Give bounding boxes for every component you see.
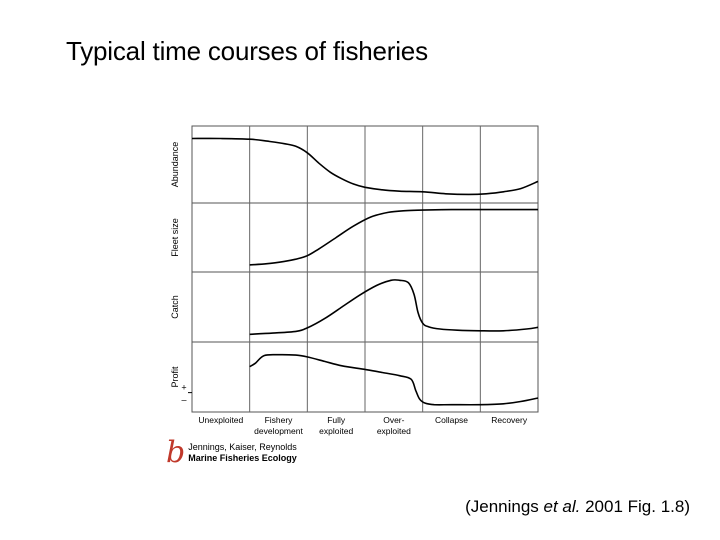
stage-labels: Unexploited FisherydevelopmentFullyexploi… [198,415,527,436]
panel-curves [191,137,539,406]
stage-label: Recovery [491,415,528,425]
credit-authors: Jennings, Kaiser, Reynolds [188,442,297,452]
curve-profit [249,353,539,406]
citation-italic: et al. [543,497,581,516]
panel-label-catch: Catch [170,295,180,319]
stage-label: Fishery [265,415,294,425]
citation: (Jennings et al. 2001 Fig. 1.8) [465,497,690,517]
book-credit: b Jennings, Kaiser, Reynolds Marine Fish… [166,435,297,470]
slide-title: Typical time courses of fisheries [66,36,428,66]
stage-label-line2: development [254,426,303,436]
minus-marker: – [181,395,186,405]
stage-label-line2: exploited [319,426,353,436]
panel-label-abundance: Abundance [170,142,180,188]
panel-labels: Abundance Fleet size Catch Profit+ – [170,142,192,405]
panel-label-fleet-size: Fleet size [170,218,180,257]
credit-letter: b [166,435,186,470]
citation-suffix: 2001 Fig. 1.8) [580,497,690,516]
curve-abundance [191,137,539,196]
stage-label: Fully [327,415,346,425]
stage-label: Over- [383,415,404,425]
panel-label-profit: Profit [170,366,180,388]
credit-text: Jennings, Kaiser, Reynolds Marine Fisher… [188,442,297,464]
credit-book-title: Marine Fisheries Ecology [188,453,297,463]
stage-label-line2: exploited [377,426,411,436]
citation-prefix: (Jennings [465,497,544,516]
stage-gridlines [249,126,481,412]
curve-fleet-size [249,208,539,266]
plus-marker: + [181,383,186,393]
stage-label: Collapse [435,415,468,425]
curve-catch [249,278,539,336]
stage-label: Unexploited [198,415,243,425]
